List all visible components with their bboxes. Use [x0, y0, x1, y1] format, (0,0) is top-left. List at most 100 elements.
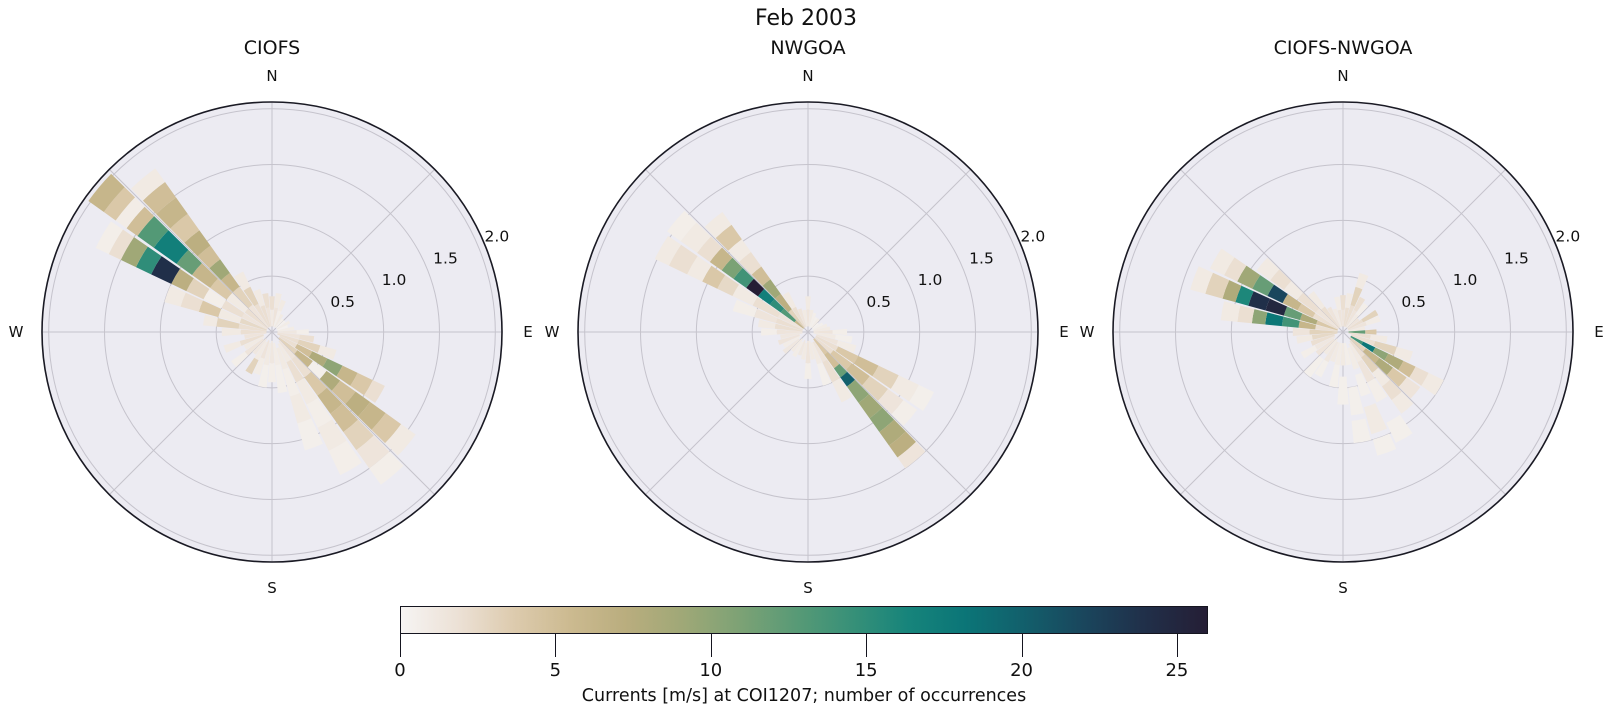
rose-petal-segment [1409, 366, 1429, 386]
radial-tick-label: 1.0 [1453, 271, 1478, 289]
rose-petal-segment [286, 359, 304, 383]
rose-petal-segment [276, 320, 291, 330]
colorbar-tick-label: 25 [1165, 660, 1189, 681]
rose-petal-segment [1374, 357, 1393, 376]
rose-petal-segment [295, 344, 313, 358]
rose-petal-segment [322, 358, 343, 377]
rose-petal-segment [1345, 293, 1353, 309]
rose-petal-segment [226, 292, 249, 313]
compass-label: S [267, 579, 277, 597]
rose-petal-segment [822, 359, 840, 383]
radial-tick-label: 2.0 [485, 228, 510, 246]
rose-petal-segment [272, 307, 279, 327]
rose-petal-segment [1251, 309, 1268, 325]
rose-petal-segment [813, 332, 836, 339]
rose-petal-segment [746, 278, 765, 297]
rose-petal-segment [728, 239, 751, 262]
rose-petal-segment [878, 389, 904, 415]
rose-petal-segment [1361, 309, 1379, 323]
rose-petal-segment [702, 265, 726, 289]
rose-petal-segment [275, 318, 284, 329]
compass-label: W [9, 323, 24, 341]
radial-tick-label: 0.5 [1401, 293, 1426, 311]
rose-petal-segment [276, 347, 289, 370]
rose-petal-segment [797, 308, 807, 327]
rose-petal-segment [1393, 346, 1413, 363]
rose-petal-segment [273, 310, 282, 327]
rose-petal-segment [278, 339, 296, 360]
rose-petal-segment [869, 407, 895, 432]
rose-petal-segment [1296, 335, 1313, 344]
polar-outline [41, 101, 503, 563]
rose-petal-segment [275, 364, 288, 394]
rose-petal-segment [1312, 313, 1339, 330]
rose-petal-segment [854, 356, 879, 377]
rose-petal-segment [1314, 335, 1336, 350]
radial-tick-label: 1.5 [969, 249, 994, 267]
rose-petal-segment [243, 335, 265, 350]
rose-petal-segment [697, 236, 722, 262]
rose-petal-segment [1337, 309, 1343, 327]
rose-petal-segment [811, 322, 819, 329]
rose-petal-segment [1346, 317, 1360, 329]
rose-petal-segment [231, 351, 249, 368]
rose-petal-segment [777, 313, 804, 330]
compass-label: N [802, 67, 813, 85]
polar-grid-spoke [1342, 169, 1506, 333]
rose-petal-segment [239, 318, 267, 331]
colorbar-tick-mark [1176, 634, 1178, 657]
rose-petal-segment [331, 380, 356, 404]
rose-petal-segment [343, 419, 374, 451]
rose-petal-segment [1361, 354, 1379, 373]
rose-petal-segment [171, 268, 194, 292]
rose-petal-segment [277, 332, 300, 339]
rose-petal-segment [170, 213, 200, 243]
radial-tick-label: 0.5 [866, 293, 891, 311]
rose-petal-segment [317, 387, 343, 414]
rose-petal-segment [1265, 298, 1288, 316]
rose-petal-segment [1351, 334, 1376, 346]
rose-petal-segment [218, 308, 242, 324]
subplot-title-ciofs: CIOFS [243, 37, 301, 59]
polar-grid-spoke [645, 169, 809, 333]
rose-petal-segment [197, 245, 221, 269]
rose-petal-segment [816, 334, 839, 345]
rose-petal-segment [809, 312, 817, 327]
rose-petal-segment [297, 418, 323, 451]
rose-petal-segment [142, 182, 177, 215]
rose-petal-segment [846, 379, 870, 403]
rose-petal-segment [757, 319, 776, 329]
rose-petal-segment [356, 435, 390, 469]
rose-petal-segment [244, 338, 265, 356]
rose-petal-segment [782, 335, 801, 348]
rose-petal-segment [835, 334, 853, 344]
rose-petal-segment [1367, 378, 1388, 403]
rose-petal-segment [307, 361, 327, 379]
rose-petal-segment [1354, 372, 1371, 397]
rose-petal-segment [198, 300, 222, 318]
rose-petal-segment [891, 400, 918, 426]
rose-petal-segment [1297, 303, 1316, 318]
radial-tick-label: 2.0 [1556, 228, 1581, 246]
rose-petal-segment [1344, 305, 1355, 327]
rose-petal-segment [780, 332, 803, 339]
rose-petal-segment [1281, 316, 1300, 328]
rose-petal-segment [299, 334, 315, 343]
rose-petal-segment [203, 289, 226, 308]
rose-petal-segment [274, 293, 282, 309]
rose-petal-segment [814, 337, 834, 354]
polar-grid-spoke [1180, 331, 1344, 495]
rose-petal-segment [296, 378, 318, 405]
rose-petal-segment [810, 342, 822, 365]
polar-outline [1112, 101, 1574, 563]
rose-petal-segment [788, 309, 805, 329]
rose-petal-segment [1248, 291, 1270, 311]
rose-petal-segment [203, 314, 218, 327]
rose-petal-segment [1323, 338, 1338, 355]
radial-tick-label: 2.0 [1021, 228, 1046, 246]
rose-petal-segment [186, 278, 210, 300]
polar-grid-spoke [271, 169, 435, 333]
rose-petal-segment [1348, 386, 1364, 416]
rose-petal-segment [232, 286, 253, 309]
compass-label: E [523, 323, 532, 341]
